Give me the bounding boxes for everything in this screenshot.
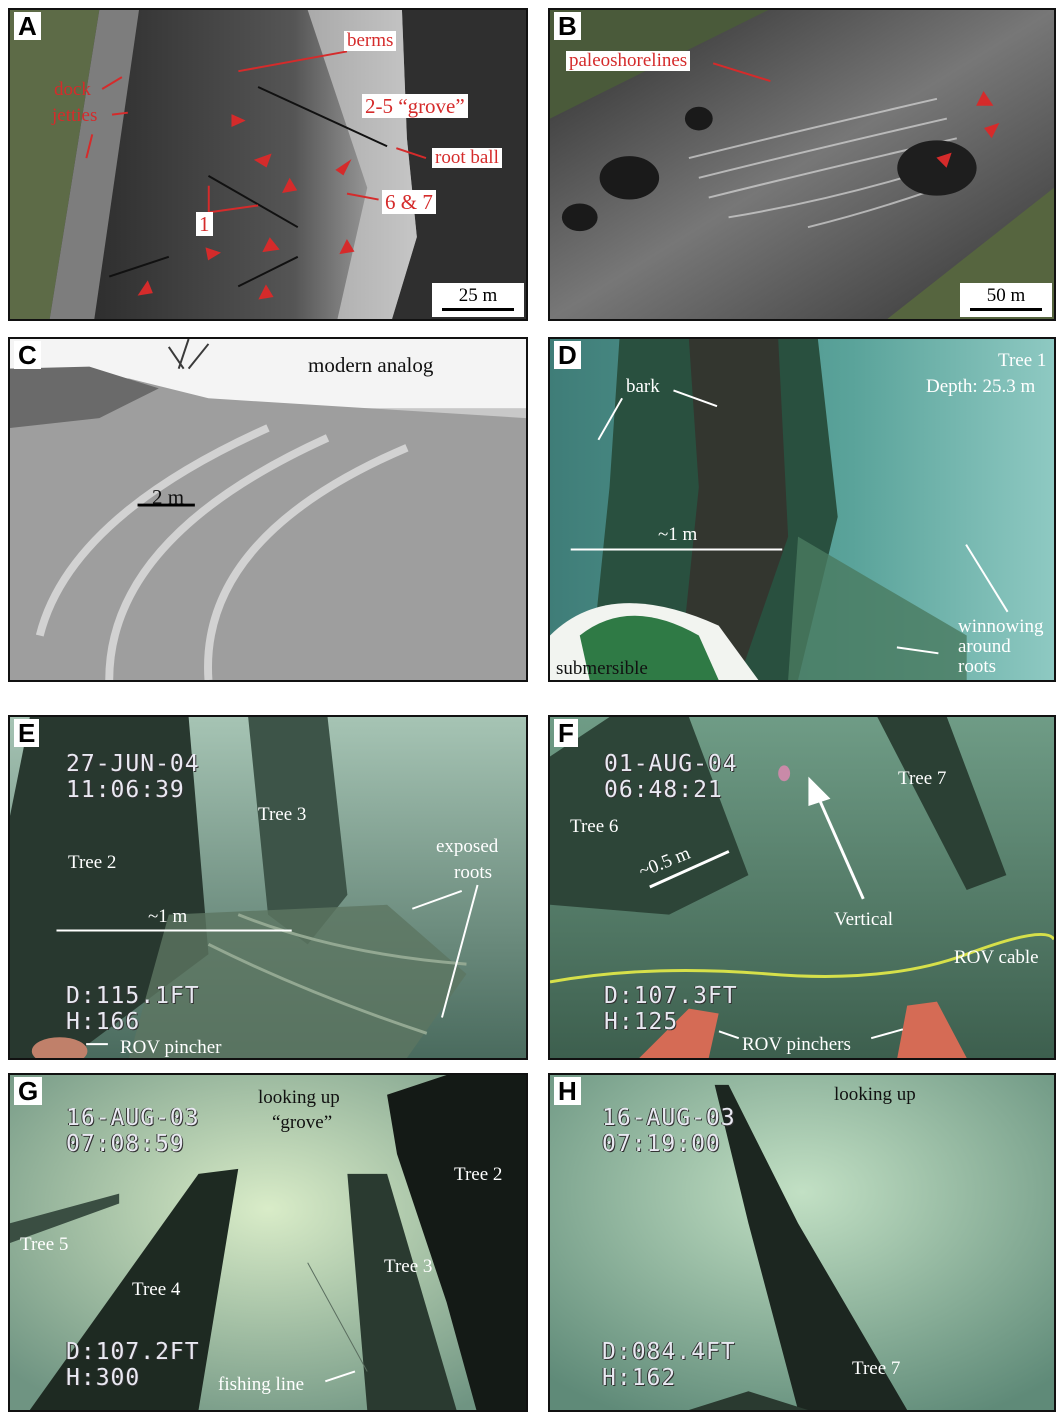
berms-label: berms [344,31,397,51]
osd-heading: H:166 [66,1009,141,1035]
scale-label: 25 m [458,285,498,306]
shoreline-photo [10,339,526,680]
panel-letter: A [14,12,41,40]
jetties-label: jetties [52,105,98,126]
tree-7-label: Tree 7 [898,768,947,789]
osd-date: 16-AUG-03 [602,1105,736,1131]
grove-label: 2-5 “grove” [362,94,468,118]
underwater-background [10,717,526,1058]
rov-cable-label: ROV cable [954,947,1039,968]
scale-label: 2 m [152,485,185,509]
winnowing-label-line-3: roots [958,656,996,677]
underwater-background [550,339,1054,680]
paleoshorelines-label: paleoshorelines [566,51,691,71]
looking-up-label: looking up [258,1087,340,1108]
scale-label: ~1 m [148,906,188,927]
tree-3-label: Tree 3 [384,1256,433,1277]
osd-date: 01-AUG-04 [604,751,738,777]
osd-time: 07:19:00 [602,1131,721,1157]
tree-1-label: 1 [196,212,213,236]
osd-depth: D:107.2FT [66,1339,200,1365]
panel-letter: C [14,341,41,369]
root-ball-label: root ball [432,148,502,168]
tree-7-label: Tree 7 [852,1358,901,1379]
panel-e-rov-frame: E 27-JUN-04 11:06:39 D:115.1FT H:166 Tre… [8,715,528,1060]
osd-depth: D:115.1FT [66,983,200,1009]
osd-date: 27-JUN-04 [66,751,200,777]
tree-6-label: Tree 6 [570,816,619,837]
panel-h-rov-frame: H 16-AUG-03 07:19:00 D:084.4FT H:162 loo… [548,1073,1056,1412]
osd-date: 16-AUG-03 [66,1105,200,1131]
underwater-background [550,1075,1054,1410]
tree-3-label: Tree 3 [258,804,307,825]
panel-letter: F [554,719,578,747]
exposed-roots-label-line-1: exposed [436,836,499,857]
osd-heading: H:162 [602,1365,677,1391]
osd-time: 11:06:39 [66,777,185,803]
panel-letter: G [14,1077,43,1105]
panel-letter: E [14,719,40,747]
panel-b-sonar-image: B paleoshorelines 50 m [548,8,1056,321]
submersible-label: submersible [556,658,648,679]
osd-depth: D:084.4FT [602,1339,736,1365]
scale-bar: 50 m [960,283,1052,317]
scale-label: ~1 m [658,524,698,545]
panel-g-rov-frame: G 16-AUG-03 07:08:59 D:107.2FT H:300 loo… [8,1073,528,1412]
modern-analog-label: modern analog [308,353,434,377]
tree-2-label: Tree 2 [454,1164,503,1185]
osd-time: 06:48:21 [604,777,723,803]
tree-label: Tree 1 [998,350,1047,371]
dock-label: dock [54,79,91,100]
bark-label: bark [626,376,660,397]
rov-pincher-label: ROV pincher [120,1037,222,1058]
underwater-background [10,1075,526,1410]
osd-heading: H:300 [66,1365,141,1391]
winnowing-label-line-2: around [958,636,1011,657]
vertical-label: Vertical [834,909,894,930]
panel-letter: D [554,341,581,369]
tree-4-label: Tree 4 [132,1279,181,1300]
osd-depth: D:107.3FT [604,983,738,1009]
scale-label: 50 m [986,285,1026,306]
osd-heading: H:125 [604,1009,679,1035]
osd-time: 07:08:59 [66,1131,185,1157]
panel-a-sonar-image: A dock jetties berms 2-5 “grove” root ba… [8,8,528,321]
panel-c-photo: C modern analog 2 m [8,337,528,682]
exposed-roots-label-line-2: roots [454,862,492,883]
tree-2-label: Tree 2 [68,852,117,873]
trees-6-7-label: 6 & 7 [382,190,436,214]
panel-f-rov-frame: F 01-AUG-04 06:48:21 D:107.3FT H:125 Tre… [548,715,1056,1060]
rov-pinchers-label: ROV pinchers [742,1034,851,1055]
panel-letter: B [554,12,581,40]
winnowing-label-line-1: winnowing [958,616,1044,637]
panel-d-underwater-photo: D bark Tree 1 Depth: 25.3 m ~1 m winnowi… [548,337,1056,682]
tree-5-label: Tree 5 [20,1234,69,1255]
fishing-line-label: fishing line [218,1374,305,1395]
grove-label: “grove” [272,1112,333,1133]
scale-bar: 25 m [432,283,524,317]
looking-up-label: looking up [834,1084,916,1105]
panel-letter: H [554,1077,581,1105]
depth-label: Depth: 25.3 m [926,376,1036,397]
